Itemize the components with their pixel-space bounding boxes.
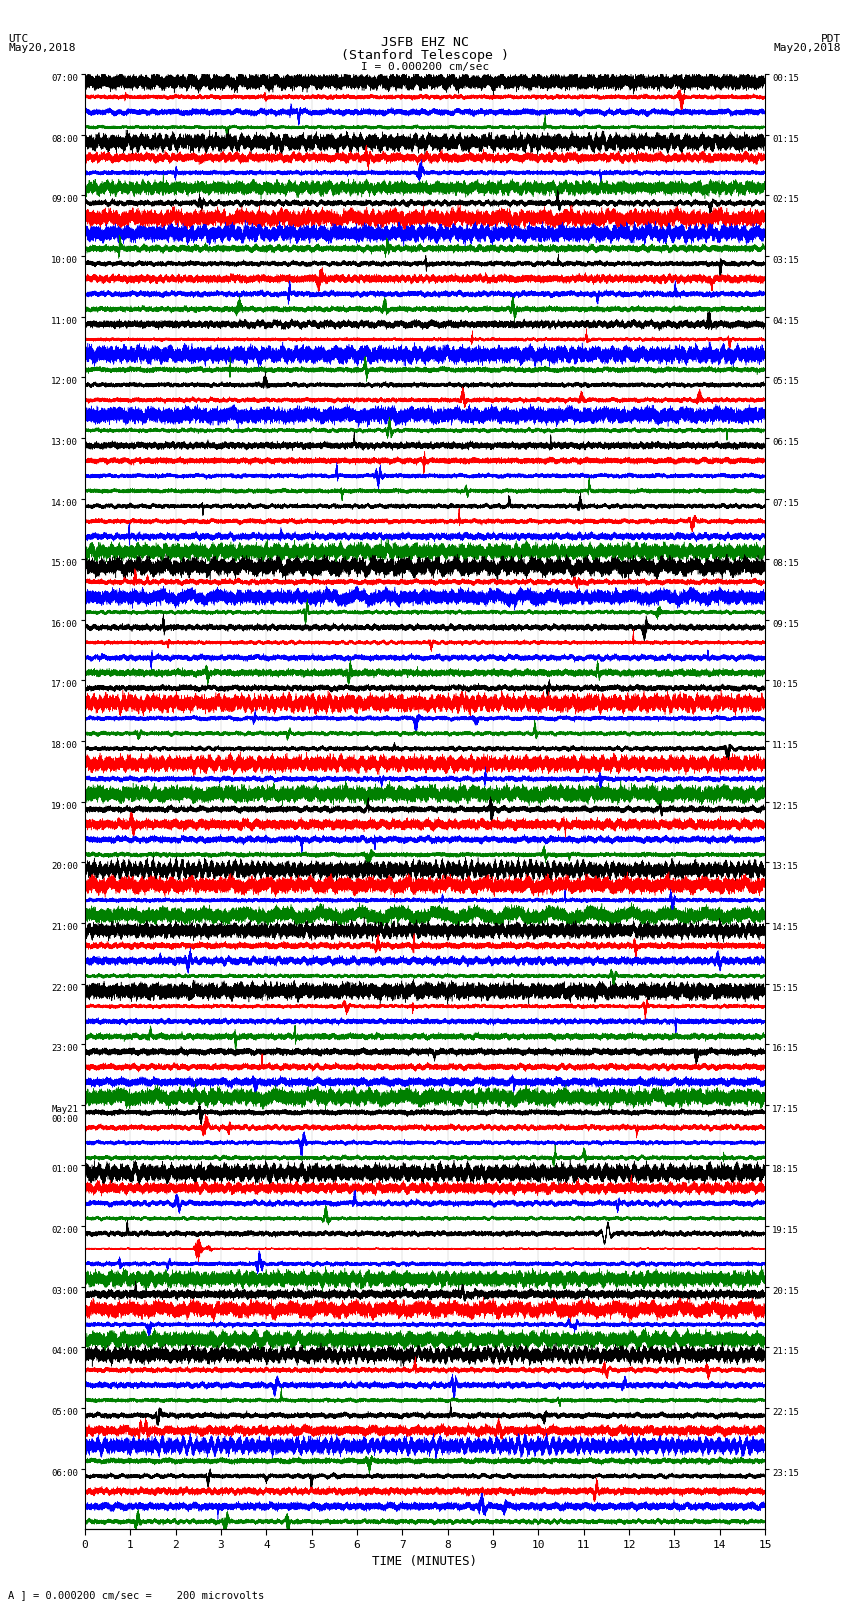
Text: May20,2018: May20,2018: [8, 44, 76, 53]
Text: I = 0.000200 cm/sec: I = 0.000200 cm/sec: [361, 63, 489, 73]
X-axis label: TIME (MINUTES): TIME (MINUTES): [372, 1555, 478, 1568]
Text: UTC: UTC: [8, 34, 29, 44]
Text: A ] = 0.000200 cm/sec =    200 microvolts: A ] = 0.000200 cm/sec = 200 microvolts: [8, 1590, 264, 1600]
Text: May20,2018: May20,2018: [774, 44, 842, 53]
Text: (Stanford Telescope ): (Stanford Telescope ): [341, 50, 509, 63]
Text: PDT: PDT: [821, 34, 842, 44]
Text: JSFB EHZ NC: JSFB EHZ NC: [381, 37, 469, 50]
